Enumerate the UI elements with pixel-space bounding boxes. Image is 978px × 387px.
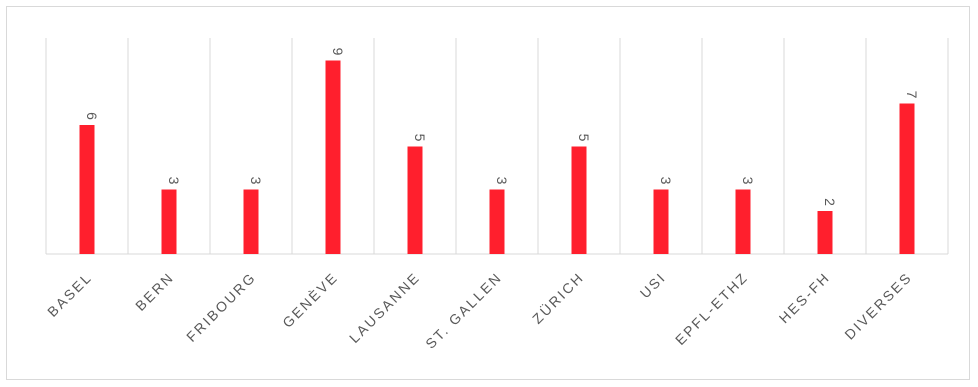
bar-z-rich [571, 146, 587, 254]
value-label: 5 [576, 134, 592, 142]
category-label: EPFL-ETHZ [672, 269, 751, 348]
category-label: ZÜRICH [528, 268, 587, 327]
bar-basel [79, 125, 95, 254]
category-label: FRIBOURG [183, 269, 259, 345]
bar-usi [653, 189, 669, 254]
value-label: 3 [494, 177, 510, 185]
value-label: 3 [740, 177, 756, 185]
bar-lausanne [407, 146, 423, 254]
category-label: GENÈVE [279, 269, 341, 331]
bar-bern [161, 189, 177, 254]
value-label: 2 [822, 198, 838, 206]
category-label: BASEL [44, 269, 95, 320]
value-label: 9 [330, 48, 346, 56]
category-label: HES-FH [776, 269, 833, 326]
category-label: USI [637, 269, 669, 301]
value-label: 7 [904, 91, 920, 99]
category-label: ST. GALLEN [422, 269, 505, 352]
value-label: 5 [412, 134, 428, 142]
category-label: BERN [132, 269, 177, 314]
bar-hes-fh [817, 211, 833, 254]
category-label: LAUSANNE [346, 269, 423, 346]
bar-fribourg [243, 189, 259, 254]
bar-diverses [899, 103, 915, 254]
value-label: 3 [166, 177, 182, 185]
value-label: 6 [84, 112, 100, 120]
bar-epfl-ethz [735, 189, 751, 254]
category-label: DIVERSES [841, 269, 915, 343]
value-label: 3 [248, 177, 264, 185]
value-label: 3 [658, 177, 674, 185]
bar-st-gallen [489, 189, 505, 254]
bar-gen-ve [325, 60, 341, 254]
